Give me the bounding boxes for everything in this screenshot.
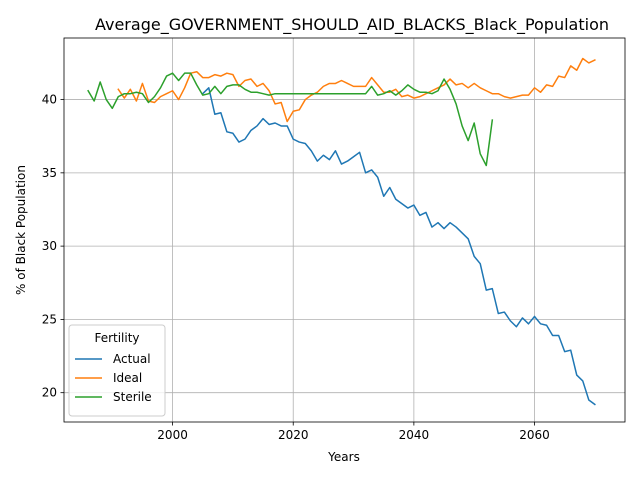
y-tick-label: 30 — [42, 239, 57, 253]
y-tick-label: 25 — [42, 312, 57, 326]
plot-frame — [63, 37, 626, 423]
legend: Fertility Actual Ideal Sterile — [68, 324, 166, 417]
x-axis-label: Years — [327, 450, 360, 464]
y-axis-ticks: 20 25 30 35 40 — [42, 93, 64, 400]
y-tick-label: 35 — [42, 166, 57, 180]
x-tick-label: 2040 — [399, 428, 430, 442]
legend-label-actual: Actual — [113, 352, 151, 366]
chart-title: Average_GOVERNMENT_SHOULD_AID_BLACKS_Bla… — [95, 15, 609, 35]
x-tick-label: 2060 — [519, 428, 550, 442]
legend-label-ideal: Ideal — [113, 371, 142, 385]
series-line-actual — [201, 87, 596, 406]
legend-box — [68, 324, 166, 417]
y-tick-label: 40 — [42, 93, 57, 107]
series-line-sterile — [87, 72, 494, 167]
y-tick-label: 20 — [42, 386, 57, 400]
x-axis-ticks: 2000 2020 2040 2060 — [157, 422, 550, 442]
legend-label-sterile: Sterile — [113, 390, 152, 404]
x-tick-label: 2020 — [278, 428, 309, 442]
legend-title: Fertility — [94, 331, 139, 345]
legend-items: Actual Ideal Sterile — [75, 352, 152, 404]
series-lines — [87, 57, 596, 406]
y-axis-label: % of Black Population — [14, 165, 28, 295]
series-line-ideal — [117, 57, 596, 123]
x-tick-label: 2000 — [157, 428, 188, 442]
